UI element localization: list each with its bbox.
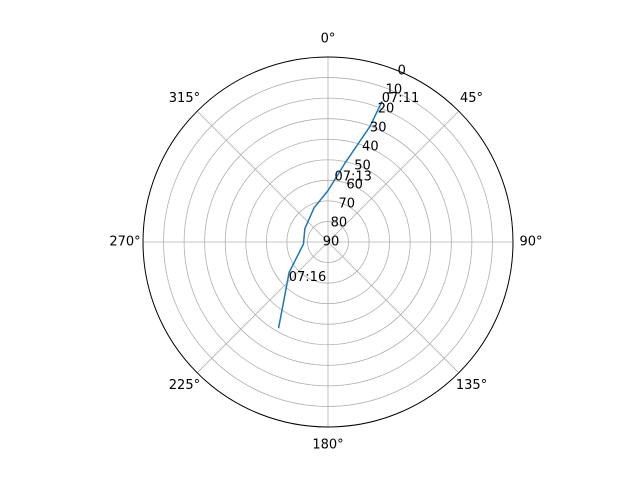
radial-tick-label: 0 (398, 64, 406, 79)
angular-tick-label: 135° (456, 378, 487, 393)
radial-tick-label: 60 (346, 178, 363, 193)
grid-layer (142, 56, 514, 428)
angular-gridline (327, 241, 460, 374)
radial-tick-label: 80 (331, 216, 348, 231)
radial-tick-label: 50 (354, 159, 371, 174)
angular-tick-label: 315° (169, 91, 200, 106)
label-layer: 0° 45° 90° 135° 180° 225° 270° 315° 0 10 20 30 40 50 6… (109, 32, 542, 453)
angular-tick-label: 45° (460, 91, 483, 106)
angular-tick-label: 270° (109, 235, 140, 250)
radial-tick-label: 30 (370, 121, 387, 136)
series-layer (277, 100, 383, 329)
angular-gridline (196, 110, 329, 243)
time-annotation: 07:11 (382, 91, 419, 106)
angular-tick-label: 180° (312, 438, 343, 453)
angular-tick-label: 0° (321, 32, 336, 47)
time-annotation: 07:16 (289, 270, 326, 285)
angular-gridline (196, 241, 329, 374)
radial-tick-label: 40 (362, 140, 379, 155)
angular-tick-label: 90° (519, 235, 542, 250)
angular-gridline (327, 110, 460, 243)
time-annotation: 07:13 (334, 170, 371, 185)
radial-tick-label: 90 (323, 235, 340, 250)
angular-tick-label: 225° (169, 378, 200, 393)
radial-tick-label: 10 (386, 83, 403, 98)
radial-tick-label: 70 (338, 197, 355, 212)
radial-tick-label: 20 (378, 102, 395, 117)
polar-frame (142, 56, 514, 428)
series-line (277, 100, 383, 329)
